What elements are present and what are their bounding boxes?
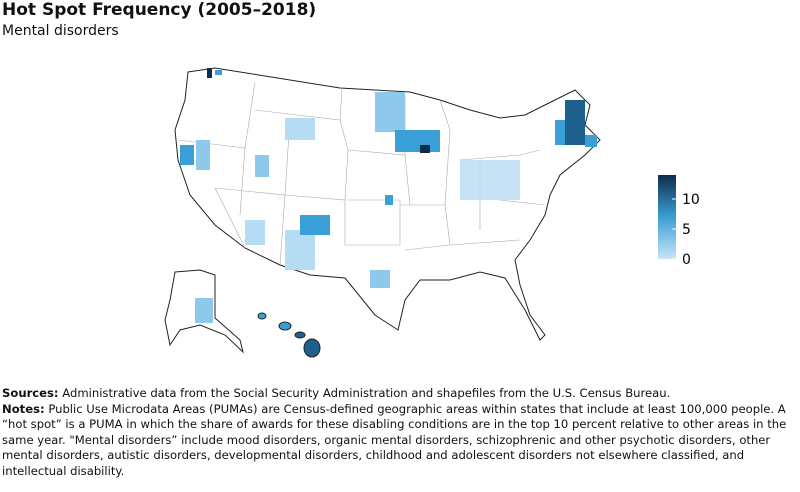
map: 0 5 10 [164, 67, 700, 358]
sources-text: Administrative data from the Social Secu… [62, 386, 671, 400]
colorbar-label: 0 [682, 252, 691, 268]
title: Hot Spot Frequency (2005–2018) [2, 0, 317, 20]
footer: Sources: Administrative data from the So… [2, 386, 792, 479]
notes-label: Notes: [2, 401, 45, 416]
colorbar-label: 10 [682, 192, 700, 208]
notes: Notes: Public Use Microdata Areas (PUMAs… [2, 402, 792, 480]
hawaii [257, 312, 321, 358]
colorbar [658, 175, 676, 259]
legend: 0 5 10 [658, 175, 700, 268]
sources: Sources: Administrative data from the So… [2, 386, 792, 402]
hot-spots [180, 68, 597, 288]
sources-label: Sources: [2, 386, 59, 400]
colorbar-label: 5 [682, 222, 691, 238]
subtitle: Mental disorders [2, 23, 119, 39]
notes-text: Public Use Microdata Areas (PUMAs) are C… [2, 401, 787, 478]
